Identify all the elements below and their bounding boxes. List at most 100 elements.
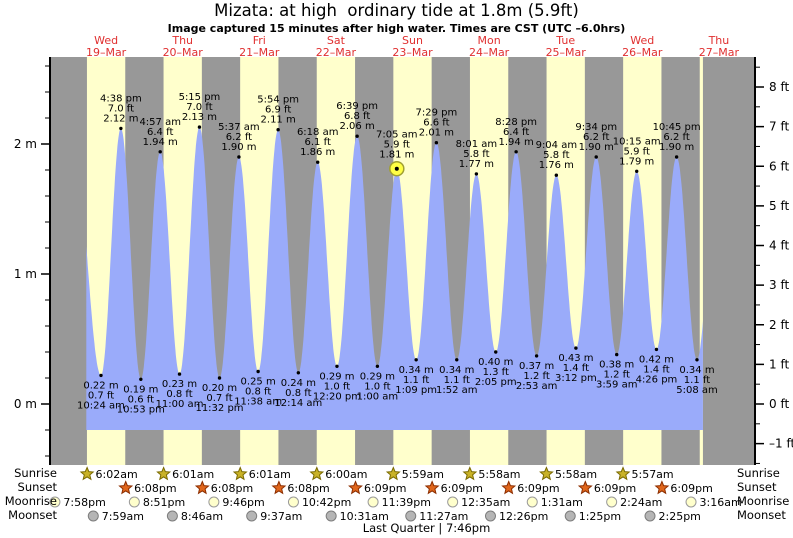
svg-text:24–Mar: 24–Mar [469, 46, 510, 59]
moonrise-icon [287, 496, 299, 508]
svg-text:0.8 ft: 0.8 ft [166, 389, 192, 400]
svg-text:2 ft: 2 ft [769, 318, 789, 332]
svg-text:10:24 am: 10:24 am [77, 400, 125, 411]
svg-text:7.0 ft: 7.0 ft [186, 102, 212, 113]
svg-text:19–Mar: 19–Mar [86, 46, 127, 59]
svg-text:6:09pm: 6:09pm [594, 482, 636, 495]
svg-text:11:38 am: 11:38 am [234, 397, 282, 408]
moonrise-icon [128, 496, 140, 508]
day-headers: Wed19–MarThu20–MarFri21–MarSat22–MarSun2… [86, 34, 740, 59]
svg-text:2:05 pm: 2:05 pm [475, 377, 517, 388]
moonset-icon [246, 510, 258, 522]
svg-text:2.13 m: 2.13 m [182, 112, 217, 123]
svg-text:7:29 pm: 7:29 pm [416, 108, 458, 119]
svg-text:0 ft: 0 ft [769, 397, 789, 411]
svg-text:6.2 ft: 6.2 ft [663, 132, 689, 143]
svg-text:0 m: 0 m [14, 397, 37, 411]
moonset-row: 7:59am 8:46am 9:37am 10:31am 11:27am 12:26pm 1… [87, 510, 701, 523]
svg-text:Wed: Wed [630, 34, 654, 47]
moonrise-icon [526, 496, 538, 508]
sunrise-icon [232, 466, 248, 481]
moonset-icon [564, 510, 576, 522]
svg-text:0.19 m: 0.19 m [123, 384, 158, 395]
svg-text:6:01am: 6:01am [249, 468, 291, 481]
svg-text:6.8 ft: 6.8 ft [344, 111, 370, 122]
svg-text:6.1 ft: 6.1 ft [305, 137, 331, 148]
svg-text:1.0 ft: 1.0 ft [324, 381, 350, 392]
svg-text:9:37am: 9:37am [260, 510, 302, 523]
svg-text:6:08pm: 6:08pm [134, 482, 176, 495]
svg-text:5:57am: 5:57am [631, 468, 673, 481]
svg-text:6:09pm: 6:09pm [670, 482, 712, 495]
svg-text:Thu: Thu [708, 34, 730, 47]
svg-text:27–Mar: 27–Mar [699, 46, 740, 59]
sunrise-icon [309, 466, 325, 481]
astro-rows: 6:02am 6:01am 6:01am 6:00am 5:59am 5:58am 5:58… [49, 466, 742, 523]
svg-text:1.2 ft: 1.2 ft [604, 370, 630, 381]
svg-text:9:46pm: 9:46pm [222, 496, 264, 509]
sunset-row-label-right: Sunset [737, 480, 777, 494]
moonrise-icon [367, 496, 379, 508]
moonrise-icon [606, 496, 618, 508]
svg-text:0.22 m: 0.22 m [83, 380, 118, 391]
moonrise-row: 7:58pm 8:51pm 9:46pm 10:42pm 11:39pm 12:35am 1… [49, 496, 742, 509]
svg-text:11:00 am: 11:00 am [156, 399, 204, 410]
svg-text:10:53 pm: 10:53 pm [117, 404, 165, 415]
svg-text:12:14 am: 12:14 am [274, 398, 322, 409]
svg-text:1:00 am: 1:00 am [357, 391, 399, 402]
svg-text:1.4 ft: 1.4 ft [643, 364, 669, 375]
svg-text:1.1 ft: 1.1 ft [444, 375, 470, 386]
svg-text:4:57 am: 4:57 am [139, 117, 181, 128]
svg-text:6:09pm: 6:09pm [517, 482, 559, 495]
svg-text:–1 ft: –1 ft [769, 437, 793, 451]
moonrise-icon [208, 496, 220, 508]
left-axis: 0 m 1 m 2 m [14, 57, 51, 465]
svg-text:20–Mar: 20–Mar [163, 46, 204, 59]
svg-text:2:25pm: 2:25pm [659, 510, 701, 523]
sunrise-icon [462, 466, 478, 481]
svg-text:2:53 am: 2:53 am [516, 381, 558, 392]
svg-text:0.38 m: 0.38 m [599, 360, 634, 371]
svg-text:0.29 m: 0.29 m [360, 371, 395, 382]
svg-text:10:31am: 10:31am [340, 510, 389, 523]
svg-text:6:39 pm: 6:39 pm [336, 101, 378, 112]
svg-text:3:59 am: 3:59 am [596, 380, 638, 391]
svg-text:0.23 m: 0.23 m [162, 379, 197, 390]
svg-text:8:46am: 8:46am [181, 510, 223, 523]
svg-text:1.90 m: 1.90 m [659, 142, 694, 153]
svg-text:5:58am: 5:58am [555, 468, 597, 481]
sunrise-icon [156, 466, 172, 481]
svg-text:1:52 am: 1:52 am [436, 385, 478, 396]
svg-text:6:01am: 6:01am [172, 468, 214, 481]
svg-text:6 ft: 6 ft [769, 159, 789, 173]
svg-text:Mon: Mon [477, 34, 500, 47]
svg-text:8:01 am: 8:01 am [456, 139, 498, 150]
svg-text:4 ft: 4 ft [769, 239, 789, 253]
svg-text:6:09pm: 6:09pm [364, 482, 406, 495]
svg-text:1 ft: 1 ft [769, 357, 789, 371]
svg-text:7:05 am: 7:05 am [376, 130, 418, 141]
svg-text:1.3 ft: 1.3 ft [483, 367, 509, 378]
moonset-icon [484, 510, 496, 522]
svg-text:Fri: Fri [253, 34, 266, 47]
right-axis: –1 ft 0 ft 1 ft 2 ft 3 ft 4 ft 5 ft 6 ft 7 ft 8 f… [754, 57, 793, 465]
svg-text:0.8 ft: 0.8 ft [285, 388, 311, 399]
svg-text:6.9 ft: 6.9 ft [265, 105, 291, 116]
svg-text:1 m: 1 m [14, 267, 37, 281]
svg-text:12:26pm: 12:26pm [499, 510, 548, 523]
svg-text:0.43 m: 0.43 m [558, 353, 593, 364]
svg-text:10:15 am: 10:15 am [613, 136, 661, 147]
svg-text:8:28 pm: 8:28 pm [495, 117, 537, 128]
svg-text:25–Mar: 25–Mar [546, 46, 587, 59]
svg-text:1.1 ft: 1.1 ft [403, 375, 429, 386]
sunset-icon [577, 480, 593, 495]
svg-text:2 m: 2 m [14, 137, 37, 151]
svg-text:1.81 m: 1.81 m [379, 150, 414, 161]
svg-text:1.4 ft: 1.4 ft [563, 363, 589, 374]
svg-text:0.34 m: 0.34 m [679, 365, 714, 376]
svg-text:Thu: Thu [171, 34, 193, 47]
sunset-icon [501, 480, 517, 495]
sunrise-icon [385, 466, 401, 481]
svg-text:11:32 pm: 11:32 pm [195, 403, 243, 414]
